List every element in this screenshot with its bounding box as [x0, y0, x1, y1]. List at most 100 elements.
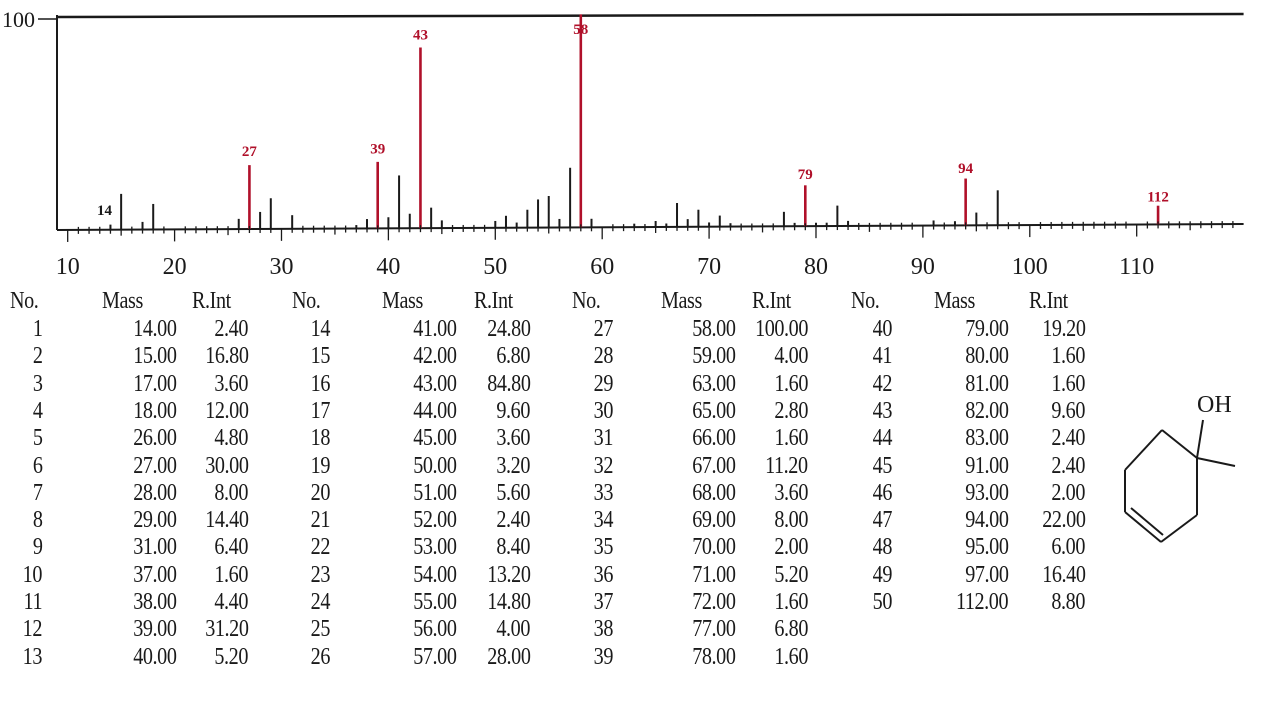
x-tick-label: 100: [1012, 254, 1048, 280]
row-rint: 1.60: [774, 425, 808, 452]
row-rint: 31.20: [204, 616, 249, 643]
row-rint: 4.40: [214, 589, 248, 615]
x-tick-label: 10: [56, 254, 80, 280]
row-mass: 17.00: [132, 370, 177, 397]
row-no: 47: [872, 507, 893, 534]
row-no: 14: [310, 316, 331, 342]
row-mass: 44.00: [412, 397, 457, 424]
peak-table: No. Mass R.Int 1 14.00 2.40 2 15.00 16.80 3 17.00 3…: [0, 286, 1266, 704]
row-rint: 2.40: [1051, 425, 1085, 452]
row-no: 43: [872, 397, 893, 424]
row-rint: 5.20: [214, 643, 248, 670]
row-mass: 82.00: [964, 397, 1009, 424]
row-mass: 112.00: [955, 589, 1009, 615]
row-no: 16: [310, 370, 331, 397]
row-mass: 69.00: [691, 507, 736, 534]
row-rint: 28.00: [486, 643, 531, 670]
row-mass: 83.00: [964, 425, 1009, 452]
row-rint: 6.00: [1051, 534, 1085, 561]
row-mass: 63.00: [691, 370, 736, 397]
row-rint: 5.60: [496, 479, 530, 506]
hydroxyl-label: OH: [1197, 392, 1232, 418]
row-no: 13: [22, 643, 43, 670]
row-no: 32: [593, 452, 614, 479]
row-rint: 24.80: [486, 316, 531, 342]
row-no: 3: [32, 370, 42, 397]
row-rint: 3.60: [214, 370, 248, 397]
row-no: 15: [310, 343, 331, 370]
row-mass: 97.00: [964, 561, 1009, 588]
row-rint: 1.60: [1051, 370, 1085, 397]
peak-label: 112: [1147, 189, 1169, 205]
row-no: 21: [310, 507, 331, 534]
header-no: No.: [292, 288, 321, 314]
row-no: 40: [872, 316, 893, 342]
row-mass: 95.00: [964, 534, 1009, 561]
row-no: 49: [872, 561, 893, 588]
row-no: 28: [593, 343, 614, 370]
row-no: 2: [32, 343, 42, 370]
row-rint: 19.20: [1041, 316, 1086, 342]
row-no: 25: [310, 616, 331, 643]
row-no: 30: [593, 397, 614, 424]
row-mass: 52.00: [412, 507, 457, 534]
x-tick-label: 80: [804, 254, 828, 280]
row-mass: 18.00: [132, 397, 177, 424]
row-mass: 66.00: [691, 425, 736, 452]
header-rint: R.Int: [474, 288, 513, 314]
row-mass: 43.00: [412, 370, 457, 397]
row-no: 11: [23, 589, 42, 615]
row-rint: 5.20: [774, 561, 808, 588]
row-rint: 2.40: [214, 316, 248, 342]
x-axis: [56, 223, 1244, 231]
row-rint: 6.40: [214, 534, 248, 561]
row-rint: 1.60: [774, 370, 808, 397]
row-no: 34: [593, 507, 614, 534]
row-rint: 14.40: [204, 507, 249, 534]
peak-label: 27: [242, 144, 258, 160]
row-rint: 1.60: [214, 561, 248, 588]
row-mass: 53.00: [412, 534, 457, 561]
peak-labels: 14 27 39 43 58 79 94 112: [97, 22, 1169, 219]
row-mass: 72.00: [691, 589, 736, 615]
row-rint: 30.00: [204, 452, 249, 479]
header-no: No.: [851, 288, 880, 314]
row-rint: 84.80: [486, 370, 531, 397]
row-no: 39: [593, 643, 614, 670]
row-rint: 3.60: [496, 425, 530, 452]
row-mass: 71.00: [691, 561, 736, 588]
row-mass: 50.00: [412, 452, 457, 479]
row-rint: 2.00: [774, 534, 808, 561]
row-no: 50: [872, 589, 893, 615]
row-no: 17: [310, 397, 331, 424]
peak-label: 79: [798, 167, 813, 183]
row-no: 36: [593, 561, 614, 588]
row-no: 29: [593, 370, 614, 397]
x-axis-ticks: 10 20 30 40 50 60 70 80 90 100 110: [56, 221, 1234, 280]
row-no: 20: [310, 479, 331, 506]
row-mass: 40.00: [132, 643, 177, 670]
row-mass: 41.00: [412, 316, 457, 342]
peak-label: 58: [573, 22, 588, 38]
x-tick-label: 90: [911, 254, 935, 280]
row-mass: 54.00: [412, 561, 457, 588]
row-rint: 4.00: [496, 616, 530, 643]
row-mass: 56.00: [412, 616, 457, 643]
row-rint: 8.40: [496, 534, 530, 561]
row-mass: 68.00: [691, 479, 736, 506]
row-no: 41: [872, 343, 893, 370]
row-no: 38: [593, 616, 614, 643]
row-rint: 1.60: [774, 589, 808, 615]
row-no: 31: [593, 425, 614, 452]
row-no: 22: [310, 534, 331, 561]
row-rint: 22.00: [1041, 507, 1086, 534]
row-mass: 29.00: [132, 507, 177, 534]
row-mass: 28.00: [132, 479, 177, 506]
row-rint: 4.80: [214, 425, 248, 452]
row-mass: 70.00: [691, 534, 736, 561]
row-no: 26: [310, 643, 331, 670]
row-no: 1: [32, 316, 42, 342]
row-mass: 79.00: [964, 316, 1009, 342]
y-tick-label: 100: [2, 7, 35, 32]
row-rint: 8.80: [1051, 589, 1085, 615]
